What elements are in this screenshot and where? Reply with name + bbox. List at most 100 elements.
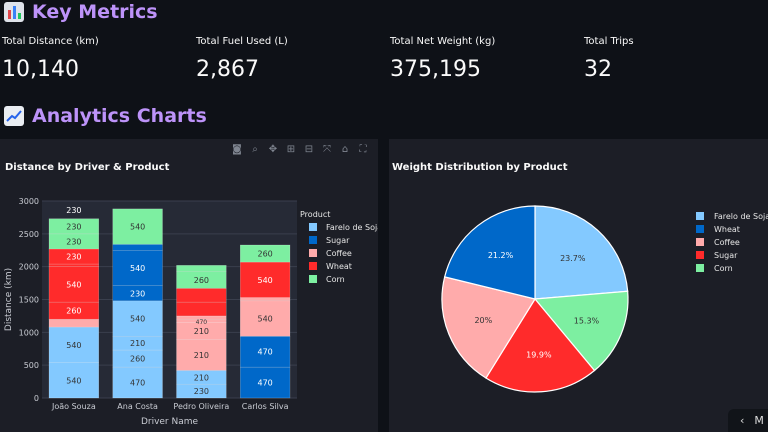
bar-segment [240,261,291,298]
legend-title: Product [300,210,330,219]
segment-label: 540 [66,341,81,350]
metric-value: 375,195 [390,57,481,82]
legend-swatch [696,264,704,272]
legend-item: Corn [326,275,345,284]
legend-item: Farelo de Soja [326,223,378,232]
analytics-charts-header: Analytics Charts [4,105,207,127]
chart-toolbar: ◙ ⌕ ✥ ⊞ ⊟ ⤧ ⌂ ⛶ [231,144,369,156]
trend-chart-icon [4,106,24,126]
segment-label: 210 [130,339,145,348]
key-metrics-title: Key Metrics [32,1,158,23]
legend-item: Sugar [714,251,738,260]
metric-value: 10,140 [2,57,79,82]
bar-segment [176,301,227,317]
legend-swatch [696,238,704,246]
segment-label: 230 [130,289,145,298]
segment-label: 470 [196,319,208,326]
y-tick-label: 2000 [19,263,39,272]
legend-swatch [696,225,704,233]
x-tick-label: Pedro Oliveira [173,402,229,411]
metric-label: Total Net Weight (kg) [390,36,496,47]
x-tick-label: Ana Costa [117,402,158,411]
legend-item: Coffee [326,249,352,258]
bar-segment [240,297,291,302]
y-axis-label: Distance (km) [4,268,14,331]
bar-segment [48,263,99,267]
zoom-in-icon[interactable]: ⊞ [286,144,296,155]
pan-icon[interactable]: ✥ [268,144,278,155]
segment-label: 230 [66,206,81,215]
metric-label: Total Fuel Used (L) [196,36,288,47]
metric-label: Total Distance (km) [2,36,99,47]
segment-label: 540 [257,276,272,285]
bar-segment [176,315,227,320]
bar-segment [240,244,291,263]
bar-segment [176,339,227,371]
y-tick-label: 2500 [19,230,39,239]
x-tick-label: João Souza [51,402,96,411]
y-tick-label: 3000 [19,197,39,206]
bar-segment [48,218,99,235]
pie-slice [441,276,536,379]
segment-label: 260 [66,307,81,316]
reset-axes-icon[interactable]: ⌂ [341,144,349,155]
pie-chart-title: Weight Distribution by Product [392,162,568,173]
legend-item: Coffee [714,238,740,247]
segment-label: 260 [194,276,209,285]
segment-label: 540 [130,315,145,324]
segment-label: 210 [194,373,209,382]
segment-label: 540 [257,315,272,324]
segment-label: 540 [66,280,81,289]
legend-swatch [309,262,317,270]
legend-swatch [309,249,317,257]
bar-segment [48,326,99,363]
y-tick-label: 1000 [19,328,39,337]
slice-label: 15.3% [574,317,600,326]
metric-total-trips: Total Trips 32 [584,36,634,82]
segment-label: 470 [257,379,272,388]
segment-label: 540 [130,223,145,232]
bar-chart-icon [4,2,24,22]
bar-segment [112,250,163,286]
pie-slice [534,205,629,300]
autoscale-icon[interactable]: ⤧ [323,144,331,155]
camera-icon[interactable]: ◙ [232,144,242,155]
metric-total-fuel: Total Fuel Used (L) 2,867 [196,36,288,82]
fullscreen-icon[interactable]: ⛶ [359,144,367,155]
zoom-icon[interactable]: ⌕ [252,144,258,155]
y-tick-label: 500 [24,361,39,370]
legend-swatch [309,236,317,244]
bar-segment [112,244,163,251]
key-metrics-header: Key Metrics [4,1,158,23]
pie-chart: 23.7% 15.3% 19.9% 20% 21.2% Farelo de Soja Whe… [441,205,768,393]
chevron-left-icon: ‹ [740,414,745,427]
bar-segment [240,366,291,399]
segment-label: 260 [130,355,145,364]
y-tick-label: 1500 [19,296,39,305]
legend-swatch [309,223,317,231]
segment-label: 210 [194,327,209,336]
collapse-button[interactable]: ‹ M [728,409,768,432]
x-axis-label: Driver Name [141,417,199,427]
bar-segment [48,362,99,399]
legend-item: Wheat [326,262,352,271]
pie-slice [443,205,536,300]
stacked-bar-chart: 0 500 1000 1500 2000 2500 3000 Distance (km) Dri… [4,197,378,427]
bar-segment [112,208,163,245]
segment-label: 230 [66,222,81,231]
legend-swatch [309,275,317,283]
segment-label: 230 [194,387,209,396]
metric-value: 2,867 [196,57,259,82]
analytics-charts-title: Analytics Charts [32,105,207,127]
bar-segment [112,349,163,368]
slice-label: 23.7% [560,254,586,263]
zoom-out-icon[interactable]: ⊟ [304,144,314,155]
bar-segment [176,265,227,272]
bar-segment [112,285,163,302]
bar-segment [176,288,227,303]
bar-segment [240,300,291,337]
legend-item: Farelo de Soja [714,212,768,221]
segment-label: 540 [66,376,81,385]
segment-label: 540 [130,264,145,273]
legend-swatch [696,212,704,220]
